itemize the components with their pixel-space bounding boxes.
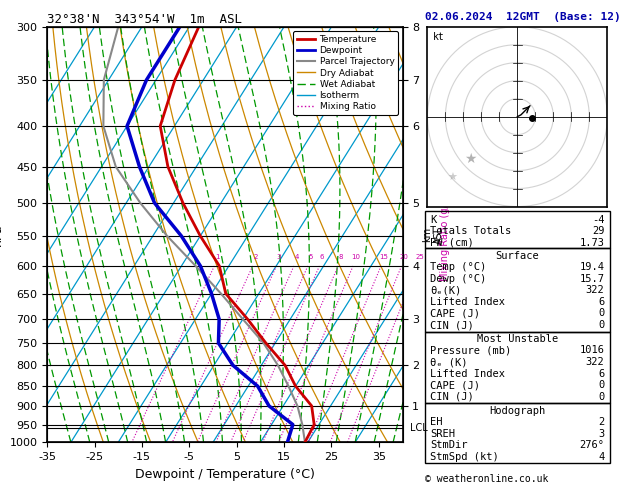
Text: Surface: Surface — [496, 251, 539, 260]
Text: © weatheronline.co.uk: © weatheronline.co.uk — [425, 473, 548, 484]
Text: Lifted Index: Lifted Index — [430, 297, 505, 307]
Text: -4: -4 — [592, 215, 604, 225]
Text: θₑ (K): θₑ (K) — [430, 357, 467, 367]
Text: 3: 3 — [277, 254, 281, 260]
Text: 10: 10 — [351, 254, 360, 260]
Text: LCL: LCL — [409, 423, 428, 433]
Text: 322: 322 — [586, 285, 604, 295]
Text: 0: 0 — [598, 392, 604, 402]
Text: θₑ(K): θₑ(K) — [430, 285, 462, 295]
Text: 25: 25 — [416, 254, 425, 260]
Text: K: K — [430, 215, 437, 225]
Text: kt: kt — [433, 32, 445, 42]
Text: 2: 2 — [253, 254, 258, 260]
Text: 1.73: 1.73 — [579, 238, 604, 248]
Text: Temp (°C): Temp (°C) — [430, 262, 486, 272]
Text: 29: 29 — [592, 226, 604, 236]
Text: CAPE (J): CAPE (J) — [430, 309, 480, 318]
Text: 4: 4 — [294, 254, 299, 260]
Text: SREH: SREH — [430, 429, 455, 439]
Text: Dewp (°C): Dewp (°C) — [430, 274, 486, 284]
Text: 8: 8 — [338, 254, 343, 260]
Text: 32°38'N  343°54'W  1m  ASL: 32°38'N 343°54'W 1m ASL — [47, 13, 242, 26]
Text: EH: EH — [430, 417, 443, 427]
Bar — [425, 248, 610, 331]
Text: 20: 20 — [399, 254, 408, 260]
Text: 6: 6 — [320, 254, 324, 260]
Text: CIN (J): CIN (J) — [430, 392, 474, 402]
Text: 02.06.2024  12GMT  (Base: 12): 02.06.2024 12GMT (Base: 12) — [425, 12, 620, 22]
Text: Hodograph: Hodograph — [489, 405, 545, 416]
Text: PW (cm): PW (cm) — [430, 238, 474, 248]
Text: 2: 2 — [598, 417, 604, 427]
Y-axis label: km
ASL: km ASL — [422, 226, 444, 243]
Text: 5: 5 — [308, 254, 313, 260]
Bar — [425, 403, 610, 463]
Y-axis label: hPa: hPa — [0, 223, 4, 246]
Text: 15.7: 15.7 — [579, 274, 604, 284]
Text: 1016: 1016 — [579, 346, 604, 355]
Text: 0: 0 — [598, 380, 604, 390]
Text: 276°: 276° — [579, 440, 604, 450]
Text: CIN (J): CIN (J) — [430, 320, 474, 330]
Text: 1: 1 — [215, 254, 220, 260]
Text: 3: 3 — [598, 429, 604, 439]
Text: 6: 6 — [598, 297, 604, 307]
Bar — [425, 211, 610, 248]
Text: ★: ★ — [448, 174, 458, 183]
Text: 322: 322 — [586, 357, 604, 367]
Text: Totals Totals: Totals Totals — [430, 226, 511, 236]
Text: 19.4: 19.4 — [579, 262, 604, 272]
Text: StmDir: StmDir — [430, 440, 467, 450]
Legend: Temperature, Dewpoint, Parcel Trajectory, Dry Adiabat, Wet Adiabat, Isotherm, Mi: Temperature, Dewpoint, Parcel Trajectory… — [293, 31, 398, 115]
Text: 0: 0 — [598, 320, 604, 330]
Text: 15: 15 — [379, 254, 388, 260]
Text: Pressure (mb): Pressure (mb) — [430, 346, 511, 355]
X-axis label: Dewpoint / Temperature (°C): Dewpoint / Temperature (°C) — [135, 468, 314, 481]
Text: Most Unstable: Most Unstable — [477, 334, 558, 344]
Text: StmSpd (kt): StmSpd (kt) — [430, 452, 499, 462]
Bar — [425, 331, 610, 403]
Text: 4: 4 — [598, 452, 604, 462]
Text: CAPE (J): CAPE (J) — [430, 380, 480, 390]
Text: Lifted Index: Lifted Index — [430, 368, 505, 379]
Text: Mixing Ratio (g/kg): Mixing Ratio (g/kg) — [440, 189, 450, 280]
Text: ★: ★ — [464, 153, 477, 166]
Text: 6: 6 — [598, 368, 604, 379]
Text: 0: 0 — [598, 309, 604, 318]
